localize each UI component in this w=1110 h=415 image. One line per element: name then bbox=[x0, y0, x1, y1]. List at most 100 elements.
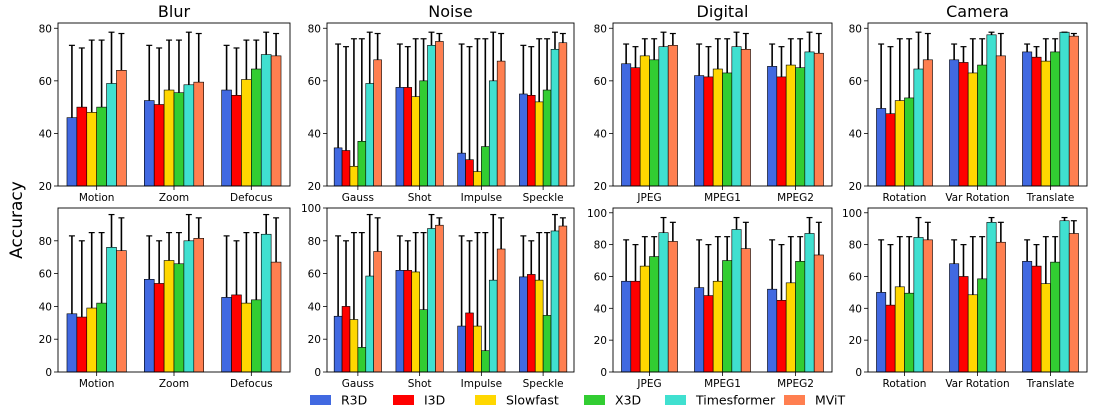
x-tick-label: Speckle bbox=[523, 192, 564, 204]
y-tick-label: 60 bbox=[308, 269, 321, 281]
bar bbox=[365, 275, 374, 373]
bar bbox=[1068, 35, 1079, 187]
bar bbox=[1040, 60, 1051, 187]
bar bbox=[1059, 31, 1070, 187]
bar bbox=[519, 93, 528, 187]
legend-swatch bbox=[310, 395, 331, 405]
bar bbox=[341, 306, 351, 373]
y-tick-label: 20 bbox=[849, 181, 862, 193]
y-tick-label: 0 bbox=[600, 367, 607, 379]
bar bbox=[694, 75, 705, 187]
bar bbox=[488, 80, 498, 187]
y-tick-label: 40 bbox=[849, 303, 862, 315]
bar bbox=[251, 299, 262, 373]
bar bbox=[667, 241, 678, 373]
y-tick-label: 80 bbox=[39, 236, 52, 248]
y-tick-label: 40 bbox=[308, 301, 321, 313]
bar bbox=[427, 228, 436, 373]
bar bbox=[270, 55, 282, 187]
bar bbox=[949, 263, 960, 373]
bar bbox=[1059, 220, 1070, 373]
bar bbox=[231, 294, 242, 373]
bar bbox=[621, 63, 632, 187]
legend-label: I3D bbox=[424, 393, 445, 408]
bar bbox=[106, 83, 117, 187]
bar bbox=[885, 113, 896, 187]
legend-label: Timesformer bbox=[695, 393, 776, 408]
y-tick-label: 40 bbox=[39, 128, 52, 140]
x-tick-label: Zoom bbox=[159, 192, 189, 204]
bar bbox=[183, 240, 195, 373]
bar bbox=[221, 297, 232, 373]
y-tick-label: 80 bbox=[308, 236, 321, 248]
y-tick-label: 80 bbox=[594, 23, 607, 35]
legend-swatch bbox=[665, 395, 686, 405]
bar bbox=[712, 68, 723, 187]
bar bbox=[795, 67, 806, 187]
bar bbox=[333, 315, 343, 373]
bar bbox=[722, 72, 733, 187]
bar bbox=[904, 292, 915, 373]
bar bbox=[403, 270, 413, 373]
bar bbox=[977, 278, 988, 373]
y-tick-label: 20 bbox=[308, 334, 321, 346]
bar bbox=[550, 48, 560, 187]
bar bbox=[153, 283, 165, 373]
bar bbox=[776, 300, 787, 373]
legend-item: I3D bbox=[393, 393, 445, 408]
bar bbox=[163, 89, 175, 187]
panel-6: 0 20 40 60 80 100 Gauss Shot Impulse Speckle bbox=[301, 203, 575, 390]
bar bbox=[96, 106, 107, 187]
bar bbox=[1031, 56, 1042, 187]
x-tick-label: Impulse bbox=[461, 192, 503, 204]
bar bbox=[357, 141, 367, 187]
bar bbox=[542, 315, 552, 373]
bar bbox=[649, 59, 660, 187]
x-tick-label: Gauss bbox=[342, 378, 374, 390]
y-tick-label: 20 bbox=[39, 334, 52, 346]
bar bbox=[173, 92, 185, 187]
axes-frame bbox=[326, 22, 575, 187]
bar bbox=[913, 68, 924, 187]
y-tick-label: 100 bbox=[842, 208, 862, 220]
bar bbox=[621, 280, 632, 373]
bar bbox=[894, 100, 905, 187]
bar bbox=[66, 313, 78, 373]
bar bbox=[144, 279, 155, 373]
bar bbox=[767, 288, 778, 373]
legend-item: R3D bbox=[310, 393, 367, 408]
bar bbox=[457, 152, 466, 187]
bar bbox=[534, 101, 544, 187]
bar bbox=[967, 294, 978, 373]
y-tick-label: 80 bbox=[849, 240, 862, 252]
bar bbox=[465, 312, 474, 373]
bar bbox=[473, 171, 482, 187]
bar bbox=[995, 55, 1006, 187]
legend-item: Timesformer bbox=[665, 393, 776, 408]
y-tick-label: 60 bbox=[308, 76, 321, 88]
bar bbox=[785, 64, 796, 187]
x-tick-label: Defocus bbox=[230, 192, 273, 204]
bar bbox=[913, 237, 924, 373]
bar bbox=[776, 76, 787, 187]
x-tick-label: Shot bbox=[408, 378, 432, 390]
bar bbox=[419, 80, 428, 187]
legend-label: X3D bbox=[615, 393, 641, 408]
bar bbox=[630, 67, 641, 187]
bar bbox=[813, 52, 824, 187]
bar bbox=[270, 261, 282, 373]
bar bbox=[527, 274, 536, 373]
legend-item: Slowfast bbox=[475, 393, 559, 408]
bar bbox=[373, 251, 382, 373]
panel-title: Digital bbox=[697, 2, 749, 21]
y-tick-label: 80 bbox=[849, 23, 862, 35]
bar bbox=[894, 286, 905, 373]
bar bbox=[251, 68, 262, 187]
bar bbox=[403, 87, 413, 187]
bar bbox=[639, 55, 650, 187]
bar bbox=[373, 59, 382, 187]
axes-frame bbox=[57, 22, 291, 187]
y-tick-label: 60 bbox=[594, 76, 607, 88]
bar bbox=[349, 319, 359, 373]
bar bbox=[795, 261, 806, 373]
